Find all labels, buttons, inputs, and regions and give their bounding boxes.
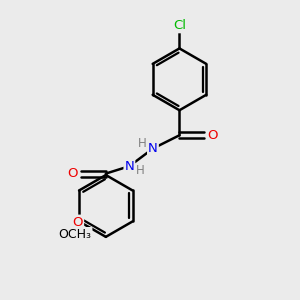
Text: O: O bbox=[73, 216, 83, 229]
Text: N: N bbox=[148, 142, 158, 155]
Text: Cl: Cl bbox=[173, 19, 186, 32]
Text: OCH₃: OCH₃ bbox=[58, 228, 92, 241]
Text: H: H bbox=[138, 137, 147, 150]
Text: O: O bbox=[67, 167, 78, 180]
Text: O: O bbox=[208, 129, 218, 142]
Text: H: H bbox=[136, 164, 145, 177]
Text: N: N bbox=[124, 160, 134, 173]
